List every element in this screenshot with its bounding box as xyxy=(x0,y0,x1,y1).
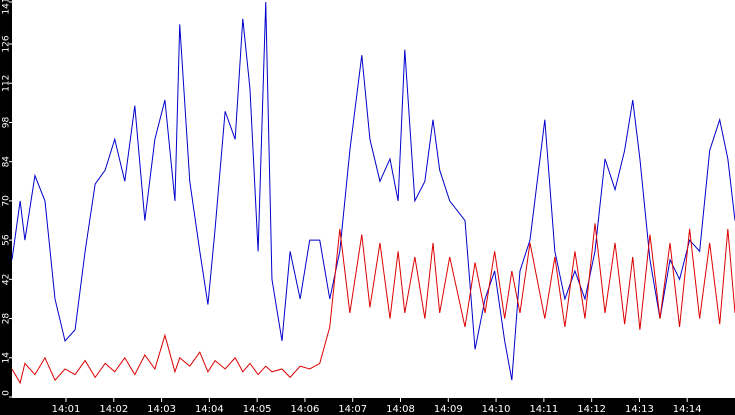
series-line xyxy=(11,1,735,381)
y-tick-label: 14 xyxy=(2,352,12,364)
y-tick-label: 84 xyxy=(2,156,12,168)
y-tick-label: 56 xyxy=(1,234,11,246)
x-tick-label: 14:10 xyxy=(482,404,511,415)
y-tick-label: 112 xyxy=(2,75,12,92)
x-tick-label: 14:08 xyxy=(386,404,415,415)
plot-area xyxy=(12,0,735,398)
x-tick-label: 14:04 xyxy=(195,404,224,415)
x-tick-label: 14:09 xyxy=(434,404,463,415)
x-tick-label: 14:12 xyxy=(577,404,606,415)
x-tick-label: 14:02 xyxy=(99,404,128,415)
x-tick-label: 14:13 xyxy=(625,404,654,415)
y-tick-label: 141 xyxy=(2,0,12,15)
y-tick-label: 70 xyxy=(2,195,12,207)
y-tick-label: 98 xyxy=(2,116,12,128)
x-tick-label: 14:05 xyxy=(243,404,272,415)
x-tick-label: 14:06 xyxy=(291,404,320,415)
x-tick-label: 14:14 xyxy=(673,404,702,415)
y-tick-label: 126 xyxy=(2,35,12,52)
y-tick-label: 28 xyxy=(2,313,12,325)
x-tick-label: 14:07 xyxy=(338,404,367,415)
y-tick-label: 42 xyxy=(2,274,12,285)
x-tick-label: 14:11 xyxy=(529,404,558,415)
series-line xyxy=(11,223,735,385)
x-tick-label: 14:01 xyxy=(52,404,81,415)
x-tick-label: 14:03 xyxy=(147,404,176,415)
y-tick-label: 0 xyxy=(2,390,12,396)
